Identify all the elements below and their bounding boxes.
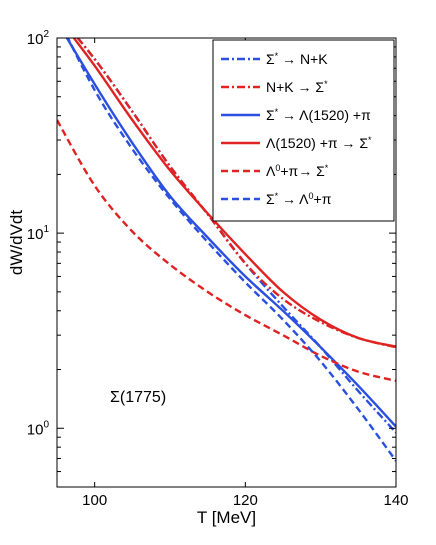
annotation-label: Σ(1775) — [110, 389, 166, 406]
legend: Σ* → N+K N+K → Σ* Σ* → Λ(1520) +π Λ(1520) +… — [212, 39, 395, 222]
y-axis-label: dW/dVdt — [7, 210, 26, 275]
legend-entry: Σ* → Λ0+π — [266, 191, 332, 207]
legend-entry: Λ0+π→ Σ* — [266, 163, 329, 179]
y-tick-label: 102 — [27, 29, 50, 48]
x-axis-label: T [MeV] — [197, 508, 256, 527]
y-tick-label: 100 — [27, 419, 50, 438]
ticks-layer: 100 120 140 100 101 102 — [27, 29, 409, 509]
legend-box — [212, 39, 395, 222]
legend-entry: Λ(1520) +π → Σ* — [266, 135, 372, 151]
y-tick-label: 101 — [27, 224, 50, 243]
x-tick-label: 140 — [383, 492, 408, 509]
legend-entry: Σ* → Λ(1520) +π — [266, 107, 371, 123]
series-layer — [57, 38, 396, 462]
x-tick-label: 120 — [233, 492, 258, 509]
series-line-4 — [72, 38, 396, 348]
x-tick-label: 100 — [82, 492, 107, 509]
legend-entry: N+K → Σ* — [266, 79, 328, 95]
legend-entry: Σ* → N+K — [266, 51, 328, 67]
series-line-5 — [57, 119, 396, 382]
series-line-6 — [66, 38, 396, 462]
plot-frame — [56, 37, 397, 488]
